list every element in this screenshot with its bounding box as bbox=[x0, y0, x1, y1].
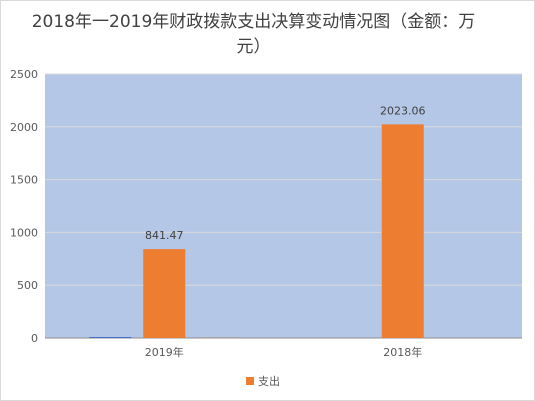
legend-label-支出: 支出 bbox=[258, 374, 280, 388]
legend: 支出 bbox=[246, 374, 280, 388]
gridlines bbox=[45, 73, 522, 339]
bar-series0-2019年 bbox=[89, 337, 132, 338]
x-axis-ticks: 2019年 2018年 bbox=[145, 345, 423, 359]
y-tick-label-2000: 2000 bbox=[10, 121, 38, 134]
data-label-2018年: 2023.06 bbox=[380, 104, 426, 117]
legend-swatch-支出 bbox=[246, 377, 254, 385]
chart-title: 2018年一2019年财政拨款支出决算变动情况图（金额：万元） bbox=[31, 12, 476, 57]
x-tick-label-2018年: 2018年 bbox=[383, 345, 422, 359]
plot-area bbox=[45, 74, 522, 338]
data-label-2019年: 841.47 bbox=[145, 229, 184, 242]
y-axis-ticks: 0 500 1000 1500 2000 2500 bbox=[10, 68, 38, 345]
y-tick-label-1000: 1000 bbox=[10, 226, 38, 239]
bar-支出-2019年 bbox=[143, 249, 186, 338]
y-tick-label-2500: 2500 bbox=[10, 68, 38, 81]
y-tick-label-1500: 1500 bbox=[10, 174, 38, 187]
x-tick-label-2019年: 2019年 bbox=[145, 345, 184, 359]
bar-支出-2018年 bbox=[381, 124, 424, 338]
bars bbox=[89, 124, 424, 338]
bar-series2-2019年 bbox=[197, 337, 240, 338]
data-labels: 841.47 2023.06 bbox=[145, 104, 426, 242]
y-tick-label-500: 500 bbox=[17, 279, 38, 292]
y-tick-label-0: 0 bbox=[31, 332, 38, 345]
